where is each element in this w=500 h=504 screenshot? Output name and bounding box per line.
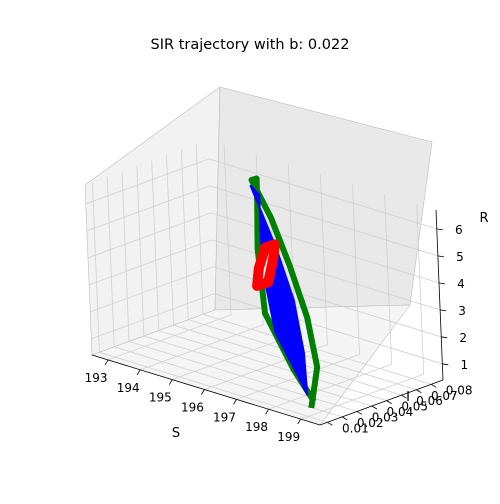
z-grid-line [87, 212, 212, 259]
z-grid-line [90, 266, 214, 313]
x-tick-label: 195 [149, 391, 172, 405]
y-tick [342, 416, 348, 421]
z-tick-label: 3 [458, 304, 466, 318]
y-tick [356, 411, 363, 415]
series-line-green [248, 175, 321, 409]
y-grid-line [106, 176, 115, 347]
z-tick-label: 2 [459, 331, 467, 345]
trajectories [248, 175, 321, 409]
y-tick [430, 383, 437, 388]
x-grid-line [204, 344, 328, 390]
x-tick-label: 198 [245, 420, 268, 434]
y-grid-line [166, 155, 174, 326]
x-tick-label: 194 [117, 381, 140, 395]
axes [91, 209, 449, 426]
x-grid-line [268, 363, 392, 410]
z-grid-line [210, 212, 440, 284]
x-grid-line [319, 174, 328, 345]
z-grid-line [91, 293, 215, 340]
y-grid-line [128, 341, 358, 412]
x-tick-label: 193 [85, 371, 108, 385]
y-tick-label: 0.04 [387, 405, 414, 419]
y-tick [401, 394, 407, 399]
y-tick-label: 0.06 [416, 394, 443, 408]
series-fill-blue [249, 184, 309, 396]
z-tick [442, 363, 449, 366]
z-tick [437, 255, 444, 258]
z-tick-label: 6 [455, 223, 463, 237]
z-axis-line [435, 209, 444, 381]
z-tick [436, 228, 443, 231]
pane-left [84, 86, 221, 356]
x-tick [136, 369, 141, 375]
y-tick [327, 421, 333, 426]
x-tick-label: 197 [213, 410, 236, 424]
y-grid-line [158, 330, 387, 401]
y-axis-label: I [406, 390, 410, 405]
y-grid-line [92, 182, 100, 353]
x-grid-line [300, 373, 424, 420]
y-grid-line [121, 171, 130, 342]
x-grid-line [172, 334, 296, 381]
x-tick [265, 409, 269, 415]
x-tick [168, 379, 173, 385]
y-axis-line [319, 379, 444, 426]
y-grid-line [180, 149, 189, 320]
z-axis-label: R [479, 211, 488, 226]
chart-title: SIR trajectory with b: 0.022 [150, 37, 350, 53]
y-grid-line [143, 335, 372, 407]
y-grid-line [99, 351, 328, 423]
z-grid-line [213, 266, 442, 338]
x-grid-line [223, 144, 232, 315]
x-grid-line [352, 184, 360, 355]
x-axis-line [91, 354, 321, 426]
x-tick [233, 399, 237, 405]
x-tick [297, 418, 302, 425]
x-tick [104, 359, 109, 366]
y-grid-line [195, 144, 204, 315]
z-grid-line [209, 185, 439, 257]
z-grid-line [85, 158, 209, 205]
x-grid-line [140, 324, 264, 371]
y-tick [371, 405, 378, 410]
y-tick-label: 0.03 [372, 410, 399, 424]
z-tick [438, 282, 446, 285]
x-grid-line [384, 194, 393, 365]
z-tick [441, 336, 448, 339]
y-grid-line [136, 166, 145, 337]
pane-back [214, 86, 433, 311]
y-tick [386, 400, 392, 404]
z-tick [440, 309, 447, 312]
z-tick-label: 4 [457, 277, 465, 291]
z-grid-line [88, 239, 213, 286]
x-grid-line [107, 314, 232, 361]
z-grid-line [214, 293, 443, 365]
z-tick-label: 1 [461, 358, 469, 372]
x-tick-label: 199 [277, 430, 300, 444]
y-grid-line [203, 313, 432, 385]
y-tick-label: 0.05 [401, 400, 428, 414]
y-tick-label: 0.01 [342, 421, 369, 435]
tick-labels: 1931941951961971981990.010.020.030.040.0… [85, 223, 473, 444]
x-grid-line [416, 204, 425, 375]
y-tick-label: 0.08 [446, 383, 473, 397]
z-tick-label: 5 [456, 250, 464, 264]
z-grid-line [86, 185, 211, 232]
y-tick-label: 0.07 [431, 389, 458, 403]
z-grid-line [211, 239, 441, 311]
y-tick-label: 0.02 [357, 416, 384, 430]
x-axis-label: S [172, 426, 180, 441]
y-grid-line [151, 160, 160, 331]
y-grid-line [114, 346, 343, 418]
z-grid-line [208, 158, 437, 230]
x-tick-label: 196 [181, 401, 204, 415]
x-tick [201, 389, 205, 395]
series-line-red [252, 239, 280, 291]
y-tick [416, 389, 422, 394]
